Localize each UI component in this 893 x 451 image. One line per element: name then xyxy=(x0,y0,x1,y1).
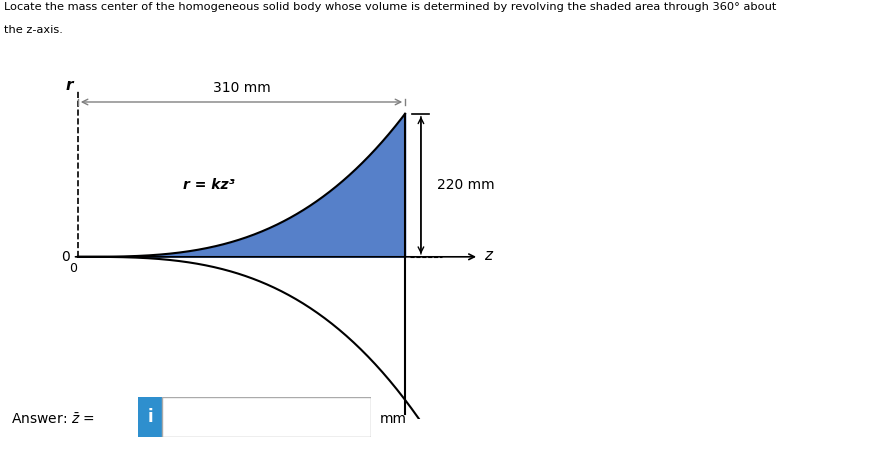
Text: 0: 0 xyxy=(69,262,77,275)
Text: 220 mm: 220 mm xyxy=(437,178,495,192)
Text: r = kz³: r = kz³ xyxy=(183,178,235,192)
Text: 310 mm: 310 mm xyxy=(213,82,271,96)
Text: i: i xyxy=(147,408,153,426)
Bar xyxy=(138,397,162,437)
Text: Locate the mass center of the homogeneous solid body whose volume is determined : Locate the mass center of the homogeneou… xyxy=(4,2,777,12)
Text: z: z xyxy=(484,248,492,263)
Text: the z-axis.: the z-axis. xyxy=(4,25,63,35)
Text: Answer: $\bar{z}$ =: Answer: $\bar{z}$ = xyxy=(11,412,95,427)
Text: mm: mm xyxy=(380,412,406,427)
Text: 0: 0 xyxy=(61,250,70,264)
Text: r: r xyxy=(66,78,73,93)
